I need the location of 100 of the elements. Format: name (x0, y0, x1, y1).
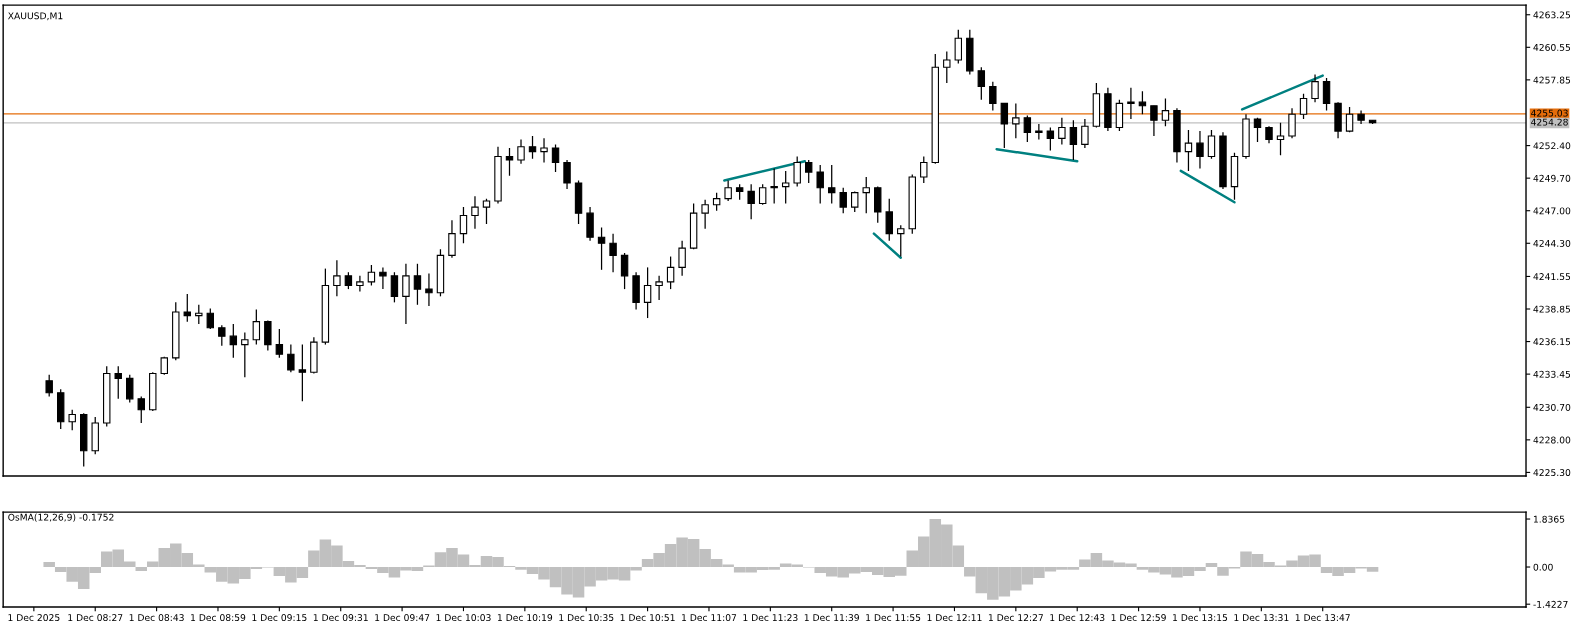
candlestick (597, 226, 606, 271)
x-tick-label: 1 Dec 08:27 (68, 614, 123, 622)
candlestick (781, 170, 790, 205)
x-tick-label: 1 Dec 09:15 (252, 614, 307, 622)
candlestick (551, 143, 560, 173)
candlestick (816, 164, 824, 205)
candlestick (425, 272, 433, 307)
candlestick (666, 255, 675, 290)
candlestick (298, 343, 307, 402)
candlestick (287, 343, 295, 373)
candlestick (1000, 102, 1009, 149)
candlestick (609, 233, 617, 273)
candlestick (712, 192, 721, 212)
x-tick-label: 1 Dec 09:31 (313, 614, 368, 622)
candlestick (367, 264, 376, 287)
candlestick (183, 293, 192, 323)
y-tick-label: 4236.15 (1533, 338, 1571, 346)
y-tick-label: 4228.00 (1533, 436, 1571, 444)
candlestick (1150, 105, 1158, 137)
candlestick (954, 29, 963, 65)
y-tick-label: 4249.70 (1533, 174, 1571, 182)
candlestick (459, 206, 468, 244)
y-tick-label: 4233.45 (1533, 370, 1571, 378)
y-tick-label: 4263.25 (1533, 11, 1571, 19)
candlestick (839, 187, 847, 214)
candlestick (379, 266, 387, 290)
y-tick-label: 1.8365 (1533, 515, 1565, 523)
candlestick (851, 190, 859, 213)
y-tick-label: -1.4227 (1533, 600, 1568, 608)
x-tick-label: 1 Dec 12:11 (927, 614, 982, 622)
candlestick (229, 323, 238, 359)
candlestick (1253, 117, 1262, 143)
x-tick-label: 1 Dec 10:03 (436, 614, 491, 622)
candlestick (482, 198, 491, 225)
candlestick (68, 409, 76, 431)
x-tick-label: 1 Dec 10:51 (620, 614, 675, 622)
candlestick (678, 240, 686, 277)
candlestick (275, 328, 284, 359)
y-tick-label: 4247.00 (1533, 207, 1571, 215)
y-tick-label: 4252.40 (1533, 142, 1571, 150)
candlestick (620, 252, 629, 290)
candlestick (1322, 77, 1331, 112)
candlestick (356, 275, 364, 293)
candlestick (413, 263, 422, 306)
candlestick (862, 176, 870, 214)
candlestick (1012, 102, 1020, 139)
candlestick (264, 319, 272, 352)
candlestick (1035, 123, 1043, 141)
candlestick (1069, 119, 1078, 161)
candlestick (1081, 118, 1089, 149)
candlestick (920, 155, 928, 184)
chart-title: OsMA(12,26,9) -0.1752 (8, 513, 114, 522)
candlestick (471, 195, 479, 230)
candlestick (563, 159, 571, 190)
candlestick (989, 81, 997, 112)
candlestick (885, 198, 893, 242)
x-tick-label: 1 Dec 10:19 (497, 614, 553, 622)
candlestick (977, 66, 986, 101)
candlestick (517, 138, 525, 165)
candlestick (1345, 106, 1354, 133)
x-tick-label: 1 Dec 11:07 (682, 614, 737, 622)
candlestick (241, 331, 249, 378)
candlestick (448, 219, 456, 259)
candlestick (655, 275, 663, 301)
candlestick (1276, 122, 1285, 156)
candlestick (505, 147, 514, 177)
x-tick-label: 1 Dec 11:55 (866, 614, 921, 622)
candlestick (402, 263, 410, 325)
candlestick (804, 159, 813, 184)
x-tick-label: 1 Dec 2025 (8, 614, 60, 622)
y-tick-label: 0.00 (1533, 563, 1553, 571)
y-tick-label: 4238.85 (1533, 305, 1571, 313)
bar (43, 562, 55, 568)
candlestick (1046, 126, 1055, 152)
candlestick (724, 179, 732, 202)
candlestick (333, 259, 341, 297)
x-tick-label: 1 Dec 11:39 (804, 614, 859, 622)
y-tick-label: 4241.55 (1533, 273, 1571, 281)
candlestick (747, 183, 755, 220)
x-tick-label: 1 Dec 09:47 (375, 614, 430, 622)
x-tick-label: 1 Dec 10:35 (559, 614, 614, 622)
candlestick (943, 50, 951, 84)
candlestick (1127, 87, 1135, 120)
x-tick-label: 1 Dec 12:43 (1050, 614, 1105, 622)
candlestick (126, 374, 134, 404)
candlestick (793, 155, 801, 188)
x-tick-label: 1 Dec 08:43 (129, 614, 184, 622)
candlestick (45, 374, 53, 398)
x-tick-label: 1 Dec 08:59 (191, 614, 246, 622)
candlestick (195, 304, 203, 325)
candlestick (701, 199, 709, 230)
x-tick-label: 1 Dec 13:15 (1173, 614, 1228, 622)
ref-line-label: 4255.03 (1531, 109, 1568, 117)
candlestick (758, 183, 767, 206)
y-tick-label: 4244.30 (1533, 239, 1571, 247)
candlestick (897, 224, 905, 258)
candlestick (540, 137, 548, 164)
candlestick (1207, 129, 1216, 160)
x-tick-label: 1 Dec 12:27 (988, 614, 1043, 622)
x-tick-label: 1 Dec 12:59 (1111, 614, 1166, 622)
